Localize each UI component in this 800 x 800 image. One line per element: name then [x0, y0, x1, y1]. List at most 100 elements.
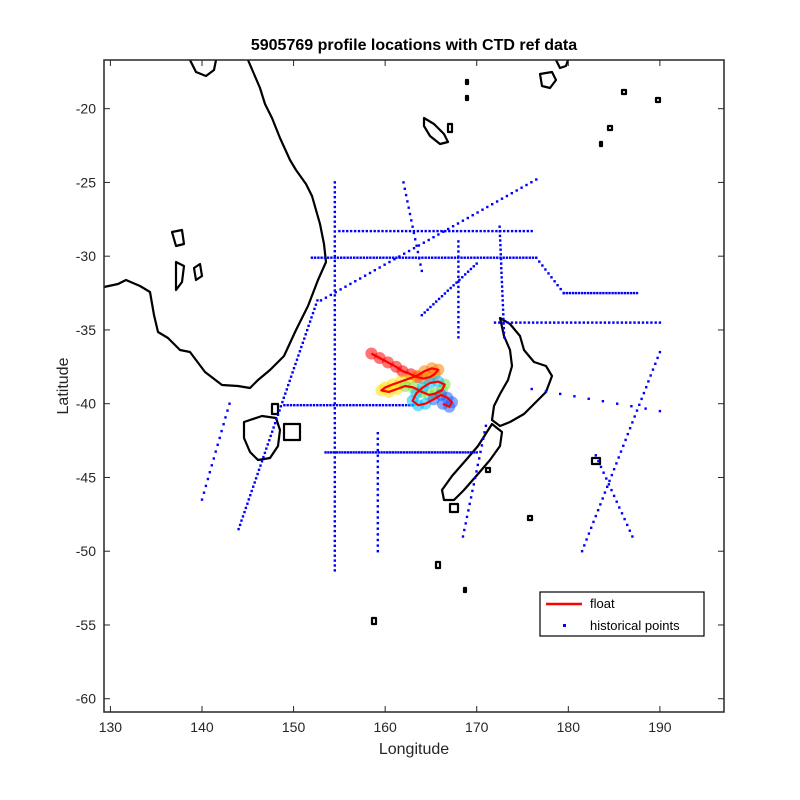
historical-point: [515, 321, 518, 324]
historical-point: [333, 387, 336, 390]
coastline-nz-south: [440, 422, 504, 502]
historical-point: [502, 313, 505, 316]
coastline-islet-a: [464, 78, 470, 86]
historical-point: [459, 229, 463, 233]
historical-point: [322, 404, 326, 407]
historical-point: [422, 451, 425, 454]
historical-point: [435, 300, 438, 303]
historical-point: [467, 229, 471, 233]
historical-point: [342, 229, 345, 233]
historical-point: [335, 404, 339, 407]
historical-point: [310, 256, 314, 259]
historical-point: [398, 404, 401, 407]
historical-point: [610, 473, 613, 477]
historical-point: [568, 291, 571, 295]
historical-point: [440, 295, 444, 298]
historical-point: [472, 451, 476, 454]
historical-point: [479, 450, 482, 454]
historical-point: [447, 451, 450, 454]
historical-point: [288, 379, 291, 383]
historical-point: [654, 362, 657, 365]
historical-point: [442, 451, 445, 454]
historical-point: [520, 186, 523, 189]
historical-point: [388, 404, 391, 407]
historical-point: [594, 514, 597, 518]
historical-point: [571, 291, 575, 295]
historical-point: [339, 404, 342, 407]
historical-point: [307, 324, 310, 327]
historical-point: [385, 256, 388, 259]
historical-point: [333, 254, 336, 258]
historical-point: [447, 256, 450, 259]
historical-point: [468, 502, 471, 506]
historical-point: [404, 229, 408, 233]
historical-point: [448, 229, 451, 233]
historical-point: [620, 291, 623, 295]
historical-point: [501, 308, 505, 311]
historical-point: [395, 256, 398, 259]
historical-point: [375, 256, 379, 259]
historical-point: [525, 256, 528, 259]
historical-point: [433, 451, 436, 454]
historical-point: [309, 404, 312, 407]
coastline-east-islet: [484, 466, 492, 474]
historical-point: [486, 256, 489, 259]
historical-point: [366, 451, 369, 454]
historical-point: [253, 481, 256, 484]
historical-point: [466, 270, 470, 273]
historical-point: [333, 304, 336, 307]
legend-float-label: float: [590, 596, 615, 611]
historical-point: [346, 229, 349, 233]
historical-point: [214, 450, 217, 453]
historical-point: [333, 480, 336, 484]
historical-point: [464, 273, 467, 276]
historical-point: [583, 544, 586, 547]
legend-historical-label: historical points: [590, 618, 680, 633]
y-tick-label: -35: [76, 322, 96, 338]
historical-point: [385, 229, 388, 233]
historical-point: [333, 417, 336, 420]
historical-point: [501, 290, 504, 293]
historical-point: [333, 490, 336, 493]
historical-point: [412, 229, 416, 233]
x-tick-label: 160: [373, 719, 397, 735]
historical-point: [633, 415, 636, 418]
historical-point: [453, 256, 457, 259]
y-axis: -20 -25 -30 -35 -40 -45 -50 -55 -60: [76, 101, 724, 707]
historical-point: [592, 520, 595, 524]
historical-point: [314, 303, 318, 306]
historical-point: [333, 245, 336, 248]
legend-historical-swatch: [563, 624, 566, 627]
historical-point: [289, 375, 293, 378]
historical-point: [279, 405, 283, 408]
historical-point: [596, 509, 600, 512]
historical-point: [416, 250, 420, 254]
historical-point: [360, 451, 364, 454]
historical-point: [515, 189, 518, 192]
legend: float historical points: [539, 591, 705, 637]
historical-point: [359, 256, 362, 259]
coastline-campbell: [526, 514, 534, 522]
historical-point: [397, 451, 400, 454]
historical-point: [333, 520, 336, 523]
historical-point: [376, 460, 379, 463]
historical-point: [500, 262, 503, 265]
historical-point: [455, 451, 459, 454]
historical-point: [392, 256, 395, 259]
historical-point: [206, 477, 210, 481]
coastline-islet-d: [620, 88, 628, 96]
historical-point: [341, 451, 344, 454]
historical-point: [333, 554, 336, 557]
historical-point: [470, 256, 473, 259]
historical-point: [271, 430, 274, 433]
historical-point: [479, 229, 482, 233]
historical-point: [343, 256, 346, 259]
historical-point: [452, 284, 455, 287]
historical-point: [380, 451, 383, 454]
historical-point: [333, 456, 336, 459]
historical-point: [252, 485, 255, 488]
historical-point: [437, 233, 440, 236]
historical-point: [493, 321, 497, 324]
historical-point: [463, 229, 467, 233]
historical-point: [376, 437, 379, 440]
